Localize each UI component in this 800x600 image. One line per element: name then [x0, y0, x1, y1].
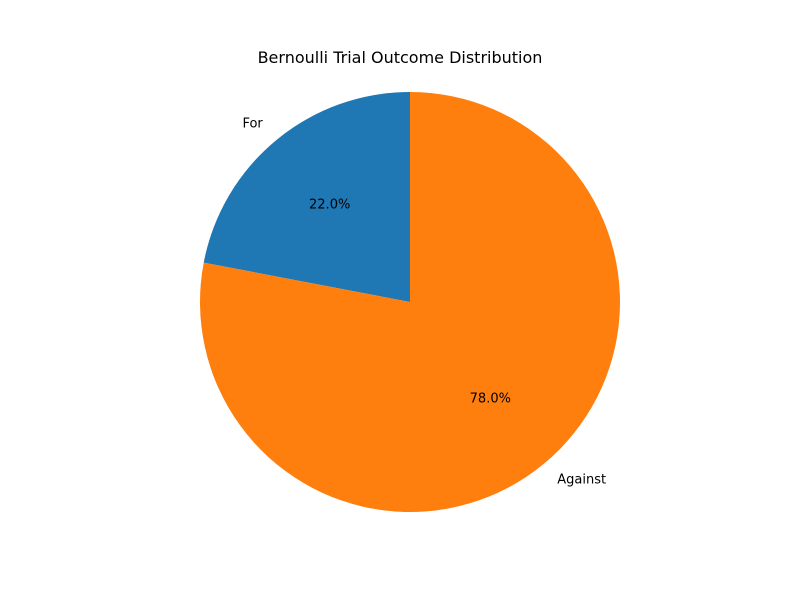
pie-slice-for [203, 92, 410, 302]
slice-percent-label: 22.0% [309, 197, 350, 212]
pie-slice-against [200, 92, 621, 513]
slice-percent-label: 78.0% [470, 392, 511, 407]
chart-title: Bernoulli Trial Outcome Distribution [257, 48, 543, 67]
slice-category-label: Against [557, 472, 606, 487]
slice-category-label: For [242, 117, 263, 132]
